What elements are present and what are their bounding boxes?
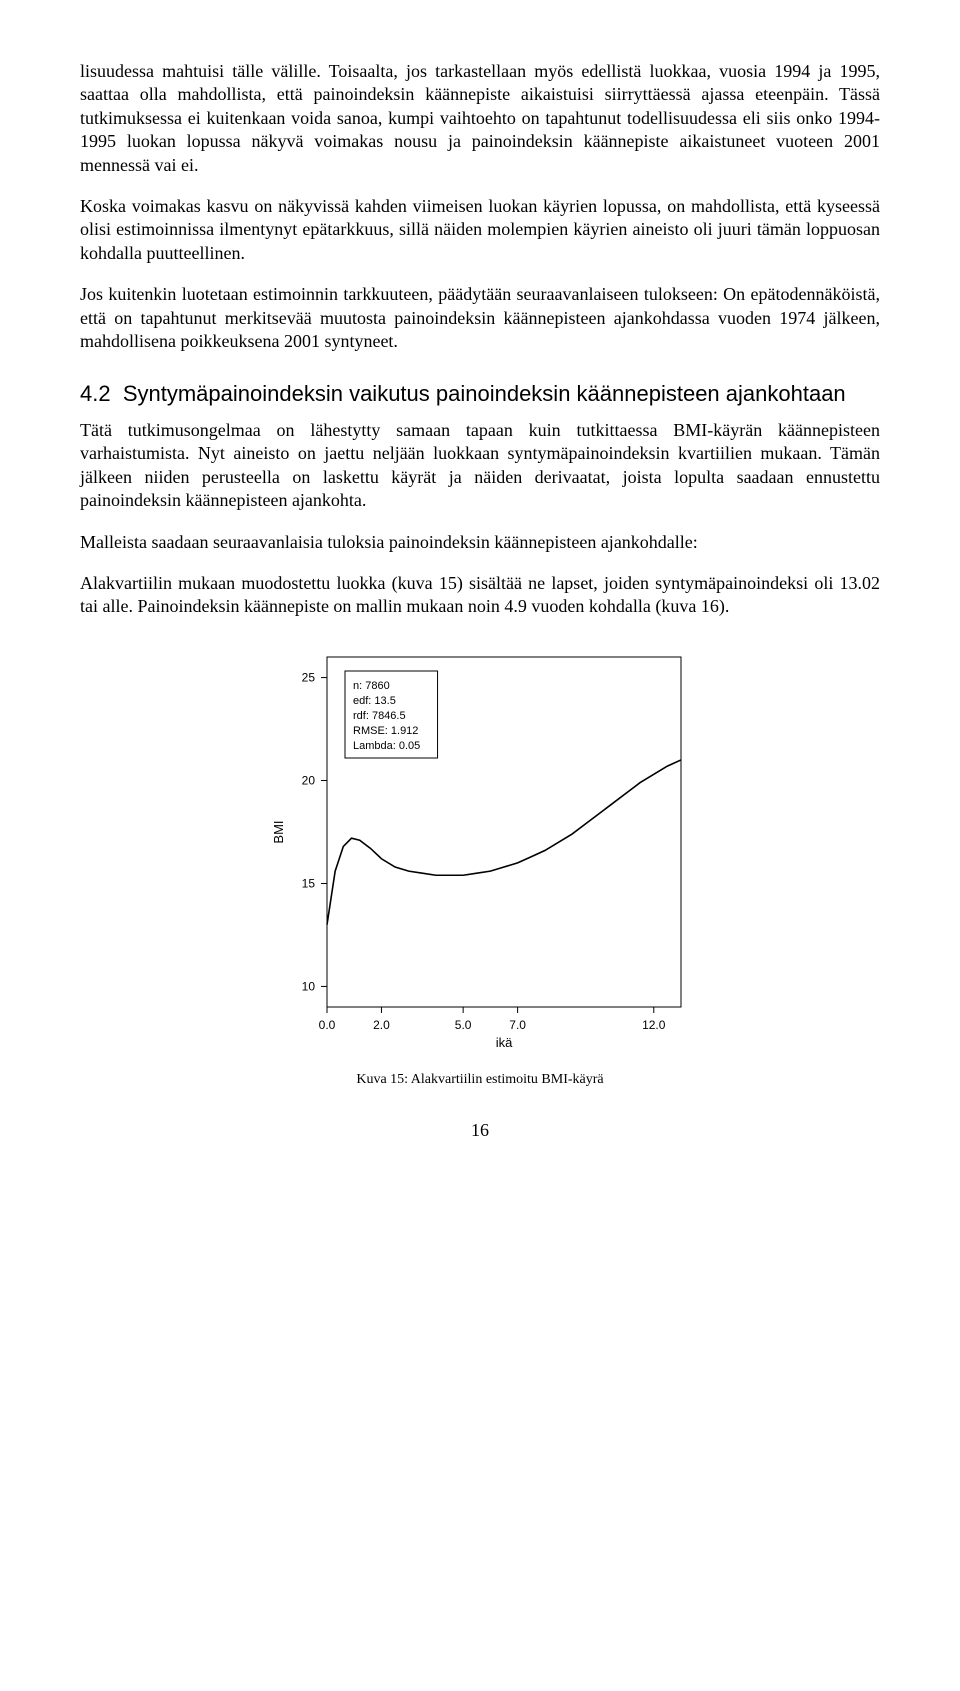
svg-text:BMI: BMI [271,820,286,843]
body-paragraph: Alakvartiilin mukaan muodostettu luokka … [80,572,880,619]
svg-text:12.0: 12.0 [642,1018,666,1032]
svg-text:2.0: 2.0 [373,1018,390,1032]
section-number: 4.2 [80,381,111,406]
figure-caption: Kuva 15: Alakvartiilin estimoitu BMI-käy… [80,1071,880,1089]
bmi-line-chart: 0.0 2.0 5.0 7.0 12.0 10 15 20 25 ikä BMI n: 7860 edf… [265,639,695,1059]
section-heading: 4.2 Syntymäpainoindeksin vaikutus painoi… [80,379,880,409]
svg-text:25: 25 [302,670,316,684]
page-number: 16 [80,1119,880,1142]
body-paragraph: Tätä tutkimusongelmaa on lähestytty sama… [80,419,880,513]
body-paragraph: Jos kuitenkin luotetaan estimoinnin tark… [80,283,880,353]
svg-text:5.0: 5.0 [455,1018,472,1032]
body-paragraph: Malleista saadaan seuraavanlaisia tuloks… [80,531,880,554]
body-paragraph: Koska voimakas kasvu on näkyvissä kahden… [80,195,880,265]
svg-text:rdf: 7846.5: rdf: 7846.5 [353,710,406,722]
svg-text:20: 20 [302,773,316,787]
svg-text:7.0: 7.0 [509,1018,526,1032]
svg-text:n: 7860: n: 7860 [353,680,390,692]
svg-text:edf: 13.5: edf: 13.5 [353,695,396,707]
svg-text:15: 15 [302,876,316,890]
svg-text:RMSE: 1.912: RMSE: 1.912 [353,725,418,737]
svg-text:ikä: ikä [496,1035,513,1050]
svg-text:Lambda: 0.05: Lambda: 0.05 [353,740,420,752]
section-title: Syntymäpainoindeksin vaikutus painoindek… [123,381,846,406]
svg-text:10: 10 [302,979,316,993]
svg-text:0.0: 0.0 [319,1018,336,1032]
body-paragraph: lisuudessa mahtuisi tälle välille. Toisa… [80,60,880,177]
figure-container: 0.0 2.0 5.0 7.0 12.0 10 15 20 25 ikä BMI n: 7860 edf… [80,639,880,1090]
